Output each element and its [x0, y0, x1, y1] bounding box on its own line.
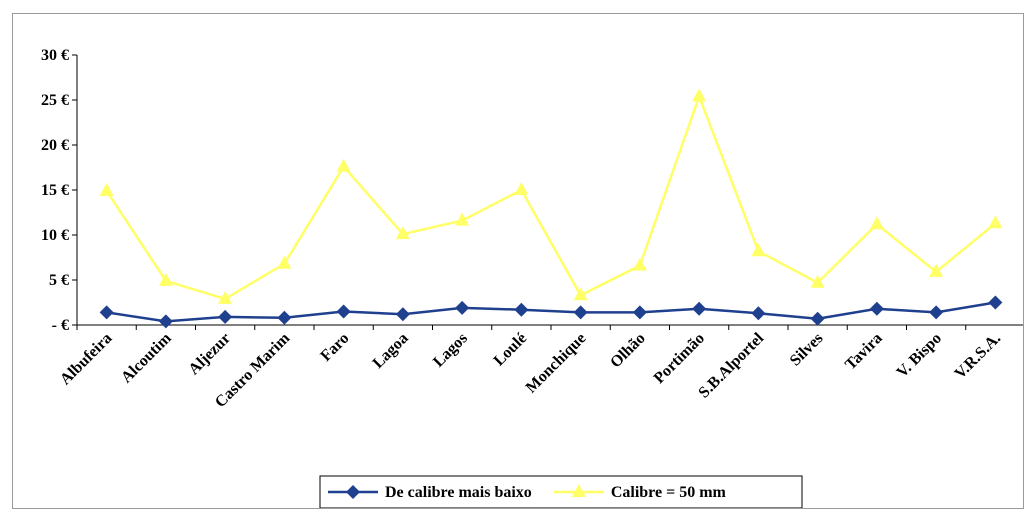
data-point: [869, 216, 884, 230]
data-point: [692, 301, 707, 316]
y-ticks: - € 5 € 10 € 15 € 20 € 25 € 30 €: [41, 47, 77, 334]
data-point: [336, 304, 351, 319]
data-point: [751, 243, 766, 257]
y-tick-label: 20 €: [41, 137, 69, 154]
axes: [76, 55, 1023, 330]
data-point: [218, 309, 233, 324]
data-point: [158, 314, 173, 329]
data-point: [929, 305, 944, 320]
y-tick-label: 15 €: [41, 182, 69, 199]
data-point: [869, 301, 884, 316]
y-tick-label: 5 €: [49, 272, 69, 289]
data-point: [692, 88, 707, 102]
data-point: [336, 158, 351, 172]
series-calibre-50mm: [99, 88, 1003, 304]
data-point: [455, 300, 470, 315]
data-point: [395, 226, 410, 240]
x-tick-label: Monchique: [523, 330, 590, 397]
chart-frame: - € 5 € 10 € 15 € 20 € 25 € 30 € Albufeira Alco…: [12, 13, 1024, 509]
y-tick-label: 25 €: [41, 92, 69, 109]
x-tick-label: Alcoutim: [118, 329, 175, 386]
line-chart: - € 5 € 10 € 15 € 20 € 25 € 30 € Albufeira Alco…: [41, 47, 1023, 508]
x-tick-label: Lagos: [430, 330, 471, 371]
x-tick-label: Aljezur: [185, 330, 233, 378]
legend-item: De calibre mais baixo: [328, 484, 532, 501]
data-point: [158, 272, 173, 286]
y-tick-label: - €: [52, 317, 69, 334]
y-tick-label: 10 €: [41, 227, 69, 244]
data-point: [810, 274, 825, 288]
data-point: [929, 263, 944, 277]
x-tick-label: Olhão: [607, 330, 649, 372]
data-point: [514, 302, 529, 317]
legend-marker: [346, 485, 360, 499]
data-point: [573, 305, 588, 320]
data-point: [810, 311, 825, 326]
x-tick-label: Loulé: [491, 330, 531, 370]
data-point: [632, 257, 647, 271]
x-tick-label: Silves: [787, 330, 827, 370]
data-point: [218, 290, 233, 304]
legend-label: Calibre = 50 mm: [611, 484, 727, 501]
data-point: [751, 306, 766, 321]
x-tick-label: Portimão: [651, 330, 708, 387]
data-point: [395, 307, 410, 322]
legend-label: De calibre mais baixo: [385, 484, 532, 501]
data-point: [573, 287, 588, 301]
data-point: [455, 212, 470, 226]
legend-marker: [571, 484, 586, 497]
x-tick-label: Tavira: [842, 330, 886, 374]
series-group: [99, 88, 1003, 329]
data-point: [514, 182, 529, 195]
data-point: [988, 295, 1003, 310]
x-tick-label: Albufeira: [57, 330, 116, 389]
y-tick-label: 30 €: [41, 47, 69, 64]
data-point: [99, 182, 114, 196]
data-point: [632, 305, 647, 320]
x-tick-label: V. Bispo: [894, 330, 945, 381]
series-line: [105, 92, 997, 301]
data-point: [988, 215, 1003, 229]
x-tick-label: Lagoa: [370, 330, 412, 372]
x-tick-label: Faro: [317, 330, 352, 365]
series-line: [106, 301, 996, 323]
legend: De calibre mais baixo Calibre = 50 mm: [319, 475, 803, 508]
data-point: [277, 310, 292, 325]
x-tick-label: V.R.S.A.: [952, 330, 1005, 383]
data-point: [277, 255, 292, 269]
data-point: [99, 305, 114, 320]
series-de-calibre-mais-baixo: [99, 295, 1003, 329]
legend-item: Calibre = 50 mm: [553, 484, 727, 501]
